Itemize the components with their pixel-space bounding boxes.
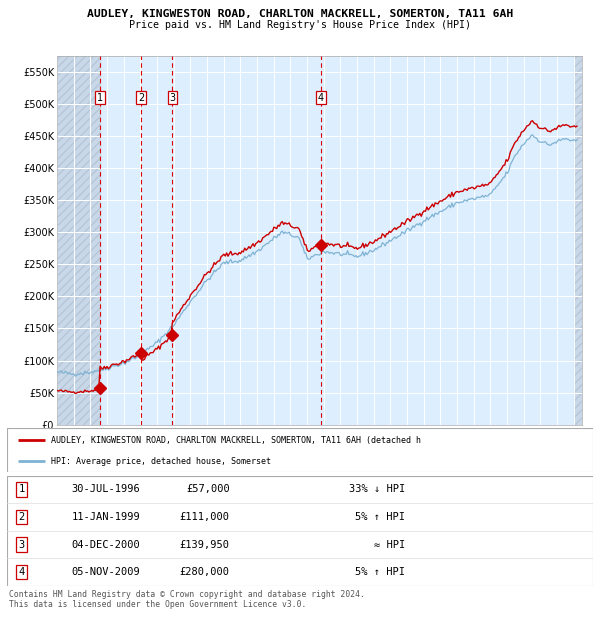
Text: £57,000: £57,000 [186,484,230,494]
Text: 30-JUL-1996: 30-JUL-1996 [71,484,140,494]
Text: AUDLEY, KINGWESTON ROAD, CHARLTON MACKRELL, SOMERTON, TA11 6AH: AUDLEY, KINGWESTON ROAD, CHARLTON MACKRE… [87,9,513,19]
Text: £139,950: £139,950 [180,539,230,549]
Text: ≈ HPI: ≈ HPI [374,539,406,549]
Text: 1: 1 [97,92,103,102]
Text: 5% ↑ HPI: 5% ↑ HPI [355,567,406,577]
Text: 5% ↑ HPI: 5% ↑ HPI [355,512,406,522]
Text: AUDLEY, KINGWESTON ROAD, CHARLTON MACKRELL, SOMERTON, TA11 6AH (detached h: AUDLEY, KINGWESTON ROAD, CHARLTON MACKRE… [51,436,421,445]
Text: 11-JAN-1999: 11-JAN-1999 [71,512,140,522]
Text: This data is licensed under the Open Government Licence v3.0.: This data is licensed under the Open Gov… [9,600,307,609]
Bar [574,56,582,425]
Text: 4: 4 [19,567,25,577]
Text: 2: 2 [19,512,25,522]
Bar [57,56,100,425]
Text: 33% ↓ HPI: 33% ↓ HPI [349,484,406,494]
Text: £280,000: £280,000 [180,567,230,577]
Text: 3: 3 [19,539,25,549]
Text: 2: 2 [138,92,144,102]
Text: Contains HM Land Registry data © Crown copyright and database right 2024.: Contains HM Land Registry data © Crown c… [9,590,365,600]
Text: 05-NOV-2009: 05-NOV-2009 [71,567,140,577]
Text: Price paid vs. HM Land Registry's House Price Index (HPI): Price paid vs. HM Land Registry's House … [129,20,471,30]
Text: HPI: Average price, detached house, Somerset: HPI: Average price, detached house, Some… [51,457,271,466]
Text: 3: 3 [169,92,175,102]
Text: £111,000: £111,000 [180,512,230,522]
Text: 4: 4 [318,92,324,102]
Text: 04-DEC-2000: 04-DEC-2000 [71,539,140,549]
Bar [574,56,582,425]
Bar [57,56,100,425]
Text: 1: 1 [19,484,25,494]
